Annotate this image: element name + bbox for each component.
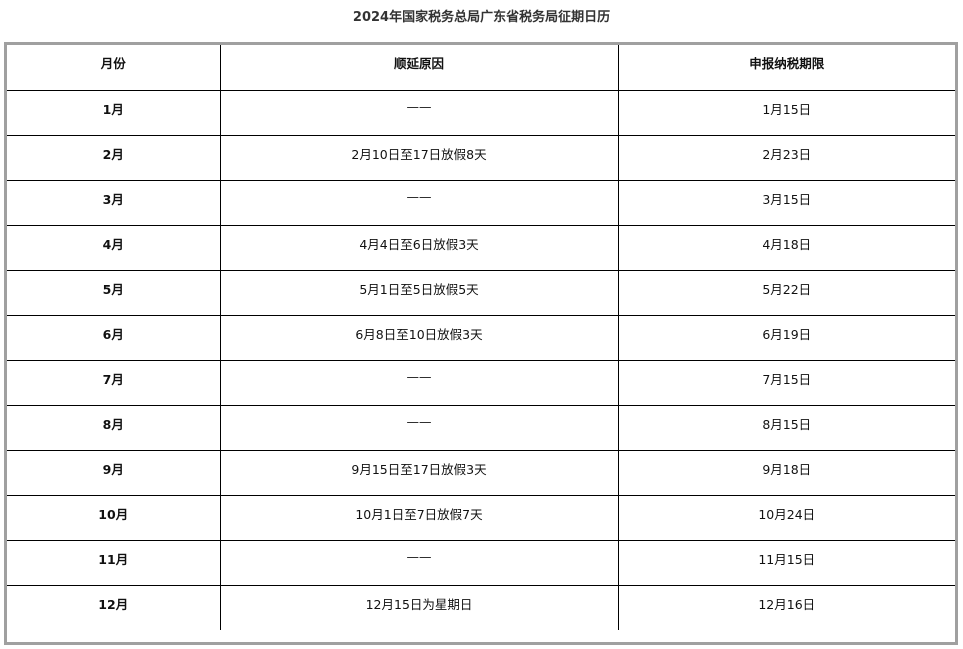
month-cell: 10月 xyxy=(7,495,221,541)
deadline-cell: 4月18日 xyxy=(618,225,955,271)
month-cell: 9月 xyxy=(7,450,221,496)
header-month: 月份 xyxy=(7,45,221,91)
reason-cell: 9月15日至17日放假3天 xyxy=(220,450,619,496)
header-deadline: 申报纳税期限 xyxy=(618,45,955,91)
deadline-cell: 9月18日 xyxy=(618,450,955,496)
table-row: 10月 10月1日至7日放假7天 10月24日 xyxy=(7,495,955,541)
table-row: 2月 2月10日至17日放假8天 2月23日 xyxy=(7,135,955,181)
reason-cell: —— xyxy=(220,405,619,451)
page-title: 2024年国家税务总局广东省税务局征期日历 xyxy=(352,10,611,25)
table-row: 12月 12月15日为星期日 12月16日 xyxy=(7,585,955,630)
month-cell: 1月 xyxy=(7,90,221,136)
reason-cell: 12月15日为星期日 xyxy=(220,585,619,630)
tax-calendar-table: 月份 顺延原因 申报纳税期限 1月 —— 1月15日 2月 2月10日至17日放假8天 2… xyxy=(4,42,958,645)
table-header-row: 月份 顺延原因 申报纳税期限 xyxy=(7,45,955,91)
table-row: 6月 6月8日至10日放假3天 6月19日 xyxy=(7,315,955,361)
deadline-cell: 6月19日 xyxy=(618,315,955,361)
reason-cell: —— xyxy=(220,180,619,226)
reason-cell: 6月8日至10日放假3天 xyxy=(220,315,619,361)
deadline-cell: 10月24日 xyxy=(618,495,955,541)
reason-cell: —— xyxy=(220,90,619,136)
deadline-cell: 7月15日 xyxy=(618,360,955,406)
reason-cell: 2月10日至17日放假8天 xyxy=(220,135,619,181)
deadline-cell: 12月16日 xyxy=(758,596,816,612)
month-cell: 4月 xyxy=(7,225,221,271)
table-row: 5月 5月1日至5日放假5天 5月22日 xyxy=(7,270,955,316)
deadline-cell: 2月23日 xyxy=(618,135,955,181)
table-row: 9月 9月15日至17日放假3天 9月18日 xyxy=(7,450,955,496)
month-cell: 2月 xyxy=(7,135,221,181)
reason-cell: 4月4日至6日放假3天 xyxy=(220,225,619,271)
table-row: 4月 4月4日至6日放假3天 4月18日 xyxy=(7,225,955,271)
reason-cell: 5月1日至5日放假5天 xyxy=(220,270,619,316)
month-cell: 6月 xyxy=(7,315,221,361)
reason-cell: —— xyxy=(220,540,619,586)
month-cell: 7月 xyxy=(7,360,221,406)
month-cell: 11月 xyxy=(7,540,221,586)
month-cell: 12月 xyxy=(7,585,221,630)
deadline-cell: 8月15日 xyxy=(618,405,955,451)
deadline-cell: 3月15日 xyxy=(618,180,955,226)
deadline-cell: 11月15日 xyxy=(618,540,955,586)
month-cell: 8月 xyxy=(7,405,221,451)
month-cell: 5月 xyxy=(7,270,221,316)
reason-cell: 10月1日至7日放假7天 xyxy=(220,495,619,541)
table-row: 8月 —— 8月15日 xyxy=(7,405,955,451)
deadline-cell: 1月15日 xyxy=(618,90,955,136)
month-cell: 3月 xyxy=(7,180,221,226)
table-row: 7月 —— 7月15日 xyxy=(7,360,955,406)
table-row: 11月 —— 11月15日 xyxy=(7,540,955,586)
table-row: 1月 —— 1月15日 xyxy=(7,90,955,136)
reason-cell: —— xyxy=(220,360,619,406)
deadline-cell: 5月22日 xyxy=(618,270,955,316)
header-reason: 顺延原因 xyxy=(220,45,619,91)
table-row: 3月 —— 3月15日 xyxy=(7,180,955,226)
